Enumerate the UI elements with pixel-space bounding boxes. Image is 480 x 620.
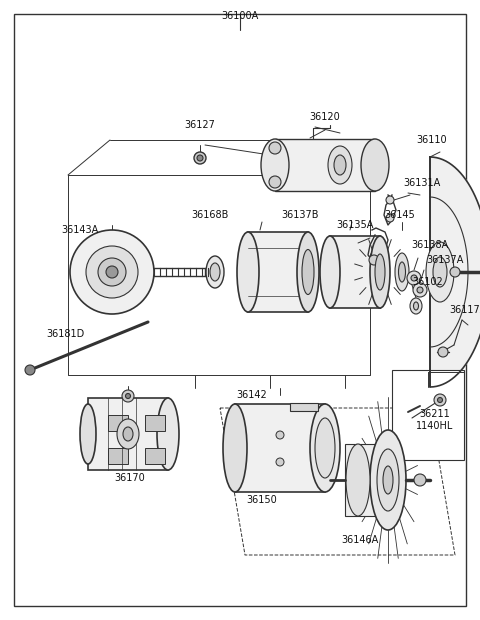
Text: 36170: 36170 [115,473,145,483]
Text: 36127: 36127 [185,120,216,130]
Text: 36168B: 36168B [192,210,228,220]
Ellipse shape [377,449,399,511]
Ellipse shape [375,254,385,290]
Ellipse shape [223,404,247,492]
Text: 36138A: 36138A [411,240,449,250]
Bar [145,415,165,431]
Text: 36117A: 36117A [449,305,480,315]
Ellipse shape [117,419,139,449]
Text: 36143A: 36143A [61,225,98,235]
Circle shape [414,474,426,486]
Ellipse shape [370,236,390,308]
Text: 36145: 36145 [384,210,415,220]
Ellipse shape [346,444,370,516]
Ellipse shape [413,302,419,310]
Text: 36100A: 36100A [221,11,259,21]
Ellipse shape [80,404,96,464]
Circle shape [276,431,284,439]
Circle shape [434,394,446,406]
Ellipse shape [302,249,314,294]
Bar [345,444,388,516]
Ellipse shape [370,430,406,530]
Circle shape [411,275,417,281]
Bar [248,232,308,312]
Ellipse shape [269,176,281,188]
Text: 36211
1140HL: 36211 1140HL [416,409,454,431]
Circle shape [98,258,126,286]
Circle shape [417,287,423,293]
Bar [145,448,165,464]
Ellipse shape [269,142,281,154]
Ellipse shape [426,242,454,302]
Text: 36137B: 36137B [281,210,319,220]
Bar [108,415,128,431]
Bar [330,236,380,308]
Bar [392,370,464,460]
Circle shape [450,267,460,277]
Text: 36137A: 36137A [426,255,464,265]
Circle shape [25,365,35,375]
Circle shape [438,347,448,357]
Ellipse shape [334,155,346,175]
Text: 36131A: 36131A [403,178,441,188]
Ellipse shape [261,139,289,191]
Ellipse shape [398,262,406,282]
Circle shape [276,458,284,466]
Ellipse shape [383,466,393,494]
Text: 36102: 36102 [413,277,444,287]
Circle shape [125,394,131,399]
Bar [88,398,168,470]
Ellipse shape [328,146,352,184]
Ellipse shape [206,256,224,288]
Ellipse shape [433,257,447,287]
Circle shape [437,397,443,402]
Circle shape [197,155,203,161]
Ellipse shape [123,427,133,441]
Text: 36146A: 36146A [341,535,379,545]
Text: 36150: 36150 [247,495,277,505]
Bar [235,404,325,492]
Bar [275,139,375,191]
Ellipse shape [297,232,319,312]
Circle shape [413,283,427,297]
Circle shape [86,246,138,298]
Circle shape [122,390,134,402]
Polygon shape [430,157,480,387]
Circle shape [106,266,118,278]
Text: 36142: 36142 [237,390,267,400]
Ellipse shape [361,139,389,191]
Ellipse shape [395,253,409,291]
Ellipse shape [320,236,340,308]
Ellipse shape [157,398,179,470]
Circle shape [386,196,394,204]
Bar [290,403,318,411]
Ellipse shape [410,298,422,314]
Ellipse shape [237,232,259,312]
Text: 36110: 36110 [417,135,447,145]
Bar [108,448,128,464]
Circle shape [70,230,154,314]
Circle shape [194,152,206,164]
Circle shape [386,214,394,222]
Ellipse shape [315,418,335,478]
Text: 36181D: 36181D [46,329,84,339]
Circle shape [407,271,421,285]
Circle shape [369,255,379,265]
Ellipse shape [210,263,220,281]
Ellipse shape [310,404,340,492]
Text: 36135A: 36135A [336,220,374,230]
Text: 36120: 36120 [310,112,340,122]
